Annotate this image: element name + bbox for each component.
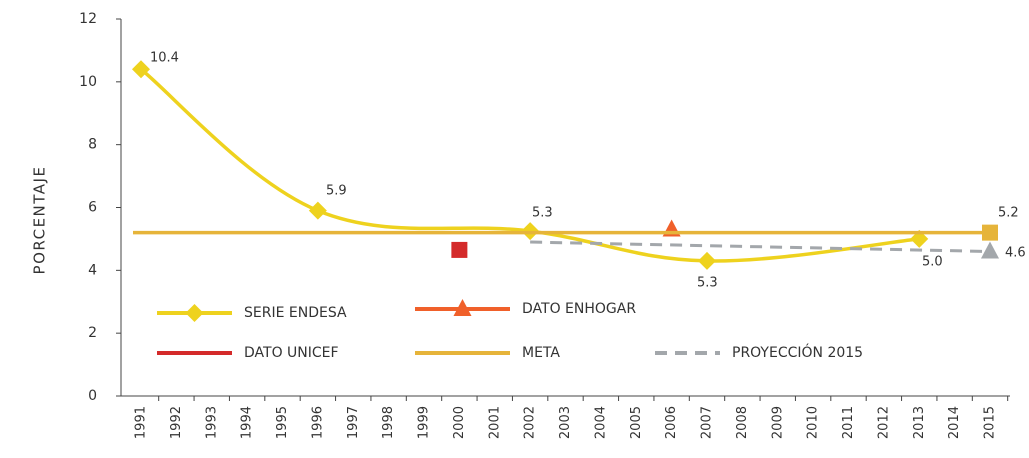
x-tick-label: 1996 xyxy=(310,406,325,439)
annotation: 5.9 xyxy=(326,184,347,199)
x-tick-label: 2002 xyxy=(523,406,538,439)
legend-label: PROYECCIÓN 2015 xyxy=(732,343,863,361)
x-tick-label: 1999 xyxy=(417,406,432,439)
y-tick-label: 2 xyxy=(88,325,97,341)
x-tick-label: 1997 xyxy=(346,406,361,439)
annotation: 5.3 xyxy=(697,276,718,291)
marker-triangle xyxy=(981,241,999,259)
x-tick-label: 2003 xyxy=(558,406,573,439)
annotation: 10.4 xyxy=(150,51,179,66)
x-tick-label: 2008 xyxy=(735,406,750,439)
x-tick-label: 1994 xyxy=(240,406,255,439)
x-tick-label: 2007 xyxy=(700,406,715,439)
legend-label: META xyxy=(522,345,560,361)
x-tick-label: 2010 xyxy=(806,406,821,439)
y-tick-label: 8 xyxy=(88,137,97,153)
x-tick-label: 1993 xyxy=(204,406,219,439)
y-tick-label: 12 xyxy=(79,11,97,27)
y-tick-label: 10 xyxy=(79,74,97,90)
x-tick-label: 2004 xyxy=(593,406,608,439)
x-tick-label: 2015 xyxy=(983,406,998,439)
x-tick-label: 2005 xyxy=(629,406,644,439)
x-tick-label: 2006 xyxy=(664,406,679,439)
marker-diamond xyxy=(308,201,327,220)
legend-label: DATO ENHOGAR xyxy=(522,301,636,317)
legend-label: DATO UNICEF xyxy=(244,345,339,361)
x-tick-label: 2000 xyxy=(452,406,467,439)
x-tick-label: 1998 xyxy=(381,406,396,439)
marker-triangle xyxy=(453,299,472,316)
y-tick-label: 0 xyxy=(88,388,97,404)
x-tick-label: 2013 xyxy=(912,406,927,439)
x-tick-label: 2009 xyxy=(770,406,785,439)
marker-diamond xyxy=(185,304,204,322)
annotation: 5.0 xyxy=(922,255,943,270)
y-tick-label: 4 xyxy=(88,262,97,278)
annotation: 4.6 xyxy=(1005,246,1026,261)
marker-square xyxy=(451,241,468,258)
x-tick-label: 2012 xyxy=(876,406,891,439)
x-tick-label: 1991 xyxy=(134,406,149,439)
y-axis-label: PORCENTAJE xyxy=(31,166,49,275)
annotation: 5.3 xyxy=(532,206,553,221)
x-tick-label: 2011 xyxy=(841,406,856,439)
x-tick-label: 1992 xyxy=(169,406,184,439)
y-tick-label: 6 xyxy=(88,200,97,216)
marker-diamond xyxy=(132,60,150,79)
series-line xyxy=(530,240,991,253)
x-tick-label: 1995 xyxy=(275,406,290,439)
x-tick-label: 2001 xyxy=(487,406,502,439)
legend-label: SERIE ENDESA xyxy=(244,305,347,321)
marker-diamond xyxy=(910,229,929,248)
annotation: 5.2 xyxy=(998,206,1019,221)
marker-square xyxy=(982,224,998,241)
x-tick-label: 2014 xyxy=(947,406,962,439)
marker-diamond xyxy=(698,251,716,270)
